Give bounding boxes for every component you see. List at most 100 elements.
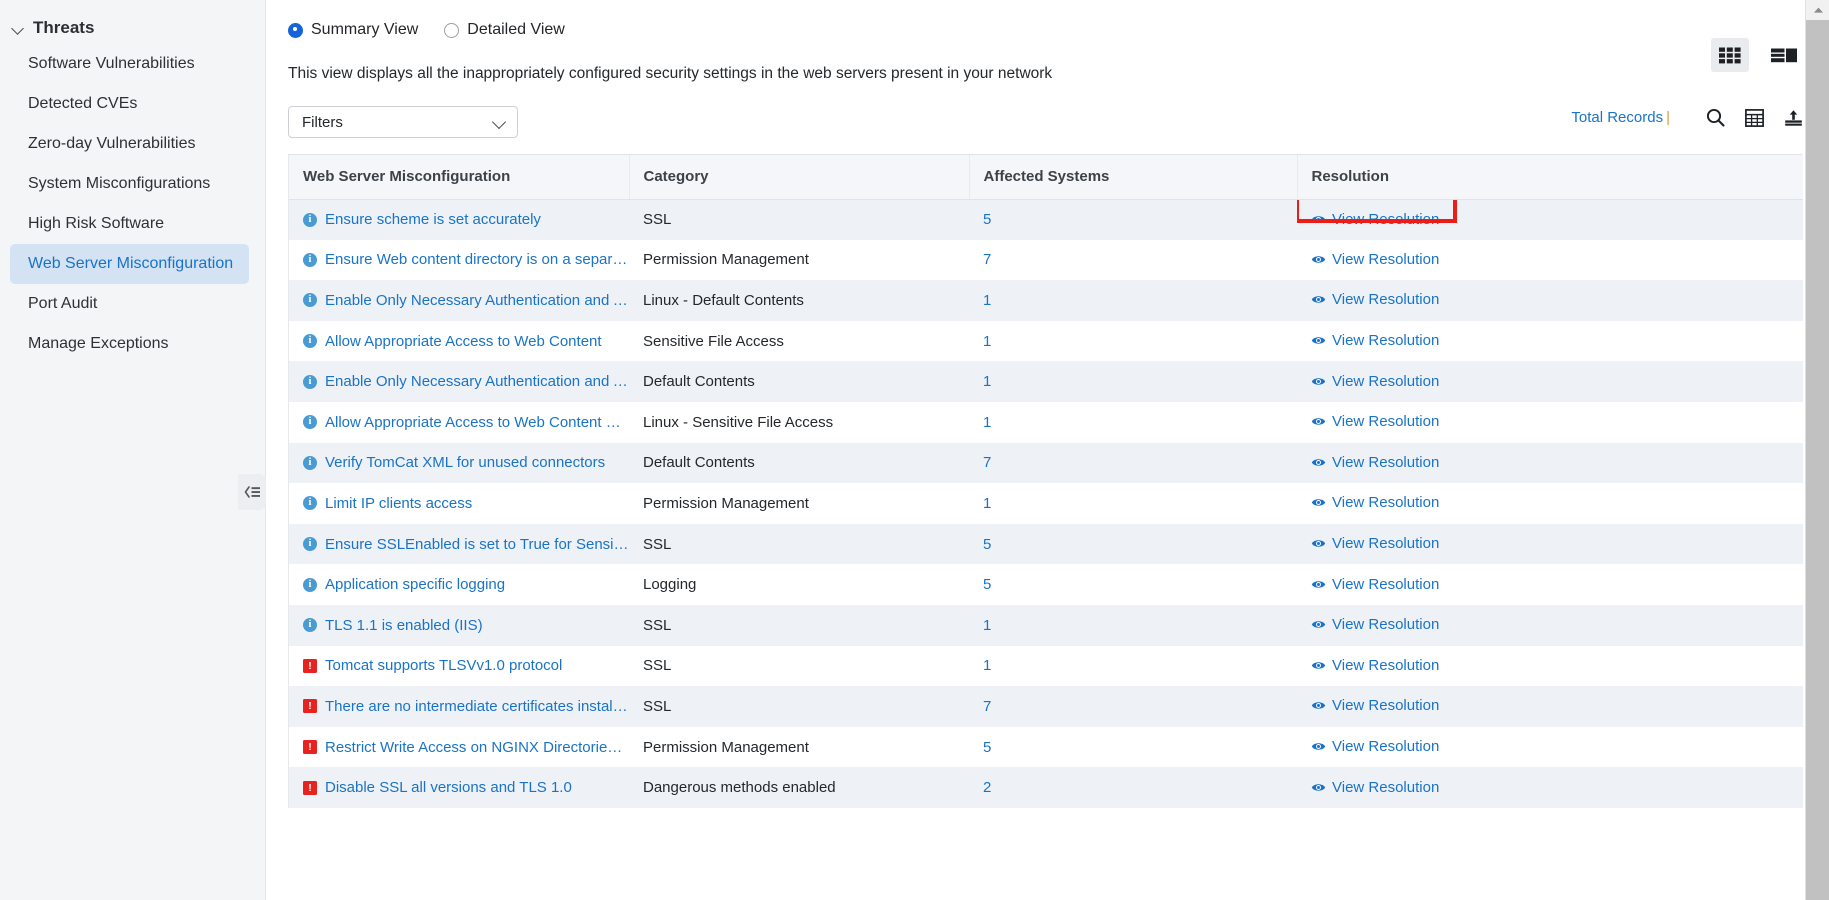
affected-systems-link[interactable]: 5 — [983, 535, 992, 553]
page-scrollbar[interactable] — [1805, 0, 1829, 900]
sidebar-group-threats[interactable]: Threats — [0, 12, 265, 44]
view-resolution-link[interactable]: View Resolution — [1311, 454, 1439, 471]
affected-systems-link[interactable]: 5 — [983, 738, 992, 756]
cell-category: Permission Management — [643, 738, 809, 756]
table-row[interactable]: i Allow Appropriate Access to Web Content… — [289, 320, 1803, 362]
affected-systems-link[interactable]: 1 — [983, 332, 992, 350]
misconfiguration-link[interactable]: i TLS 1.1 is enabled (IIS) — [303, 617, 629, 634]
records-separator: | — [1666, 109, 1670, 126]
affected-systems-link[interactable]: 5 — [983, 576, 992, 594]
split-view-button[interactable] — [1765, 38, 1803, 72]
sidebar-item-high-risk-software[interactable]: High Risk Software — [28, 215, 165, 232]
misconfiguration-link[interactable]: ! There are no intermediate certificates … — [303, 698, 629, 715]
sidebar-item-system-misconfigurations[interactable]: System Misconfigurations — [28, 175, 211, 192]
column-header-category[interactable]: Category — [629, 155, 970, 200]
column-header-affected-systems[interactable]: Affected Systems — [969, 155, 1298, 200]
total-records-link[interactable]: Total Records — [1571, 109, 1664, 126]
misconfiguration-link[interactable]: ! Tomcat supports TLSVv1.0 protocol — [303, 657, 629, 674]
view-resolution-link[interactable]: View Resolution — [1311, 779, 1439, 796]
radio-detailed-view[interactable]: Detailed View — [444, 21, 565, 39]
table-row[interactable]: i Enable Only Necessary Authentication an… — [289, 361, 1803, 402]
table-row[interactable]: ! Disable SSL all versions and TLS 1.0 Dan… — [289, 767, 1803, 808]
sidebar-item-port-audit[interactable]: Port Audit — [28, 295, 98, 312]
misconfiguration-link[interactable]: i Application specific logging — [303, 576, 629, 593]
column-header-resolution[interactable]: Resolution — [1297, 155, 1803, 200]
misconfiguration-link[interactable]: i Allow Appropriate Access to Web Content — [303, 333, 629, 350]
view-resolution-link[interactable]: View Resolution — [1311, 576, 1439, 593]
sidebar: Threats Software Vulnerabilities Detecte… — [0, 0, 266, 900]
misconfiguration-link[interactable]: i Enable Only Necessary Authentication an… — [303, 373, 629, 390]
view-resolution-link[interactable]: View Resolution — [1311, 251, 1439, 268]
view-mode-radio-group: Summary View Detailed View — [288, 14, 1797, 44]
table-row[interactable]: i TLS 1.1 is enabled (IIS) SSL 1 View Resolu… — [289, 604, 1803, 646]
table-row[interactable]: i Verify TomCat XML for unused connectors… — [289, 442, 1803, 484]
info-icon: i — [303, 577, 317, 592]
view-resolution-link[interactable]: View Resolution — [1311, 291, 1439, 308]
table-row[interactable]: i Ensure Web content directory is on a se… — [289, 239, 1803, 281]
chevron-up-icon — [1813, 7, 1823, 13]
sidebar-item-detected-cves[interactable]: Detected CVEs — [28, 95, 138, 112]
radio-summary-view[interactable]: Summary View — [288, 21, 418, 39]
misconfiguration-label: Restrict Write Access on NGINX Directori… — [325, 738, 629, 756]
scrollbar-thumb[interactable] — [1806, 20, 1829, 900]
view-resolution-link[interactable]: View Resolution — [1311, 535, 1439, 552]
view-resolution-link[interactable]: View Resolution — [1311, 616, 1439, 633]
filters-dropdown[interactable]: Filters — [288, 106, 518, 138]
affected-systems-link[interactable]: 1 — [983, 494, 992, 512]
misconfiguration-link[interactable]: i Ensure scheme is set accurately — [303, 211, 629, 228]
affected-systems-link[interactable]: 1 — [983, 616, 992, 634]
affected-systems-link[interactable]: 1 — [983, 657, 992, 675]
table-row[interactable]: i Allow Appropriate Access to Web Content… — [289, 401, 1803, 443]
collapse-sidebar-button[interactable] — [238, 474, 266, 510]
page-description: This view displays all the inappropriate… — [288, 65, 1053, 82]
critical-alert-icon: ! — [303, 699, 317, 714]
column-settings-button[interactable] — [1745, 108, 1764, 127]
cell-affected-systems: 7 — [969, 240, 1297, 281]
table-row[interactable]: ! There are no intermediate certificates … — [289, 686, 1803, 727]
view-resolution-link[interactable]: View Resolution — [1311, 413, 1439, 430]
affected-systems-link[interactable]: 2 — [983, 779, 992, 797]
table-row[interactable]: i Ensure scheme is set accurately SSL 5 View… — [289, 199, 1803, 240]
table-row[interactable]: i Limit IP clients access Permission Manag… — [289, 483, 1803, 524]
misconfiguration-link[interactable]: i Allow Appropriate Access to Web Content… — [303, 414, 629, 431]
misconfiguration-link[interactable]: ! Restrict Write Access on NGINX Director… — [303, 739, 629, 756]
view-resolution-link[interactable]: View Resolution — [1311, 697, 1439, 714]
affected-systems-link[interactable]: 7 — [983, 697, 992, 715]
view-resolution-link[interactable]: View Resolution — [1311, 738, 1439, 755]
column-header-misconfiguration[interactable]: Web Server Misconfiguration — [289, 155, 630, 200]
search-button[interactable] — [1706, 108, 1725, 127]
affected-systems-link[interactable]: 5 — [983, 211, 992, 229]
view-resolution-label: View Resolution — [1332, 778, 1440, 796]
table-row[interactable]: ! Restrict Write Access on NGINX Director… — [289, 726, 1803, 768]
grid-view-button[interactable] — [1711, 38, 1749, 72]
scroll-up-button[interactable] — [1806, 0, 1829, 20]
misconfiguration-link[interactable]: i Enable Only Necessary Authentication an… — [303, 292, 629, 309]
view-resolution-link[interactable]: View Resolution — [1311, 373, 1439, 390]
table-row[interactable]: i Application specific logging Logging 5 Vie… — [289, 564, 1803, 605]
table-row[interactable]: i Enable Only Necessary Authentication an… — [289, 280, 1803, 321]
sidebar-item-software-vulnerabilities[interactable]: Software Vulnerabilities — [28, 55, 195, 72]
affected-systems-link[interactable]: 1 — [983, 413, 992, 431]
misconfiguration-link[interactable]: i Ensure SSLEnabled is set to True for Se… — [303, 536, 629, 553]
misconfiguration-link[interactable]: i Limit IP clients access — [303, 495, 629, 512]
affected-systems-link[interactable]: 1 — [983, 291, 992, 309]
affected-systems-link[interactable]: 1 — [983, 373, 992, 391]
misconfiguration-link[interactable]: ! Disable SSL all versions and TLS 1.0 — [303, 779, 629, 796]
split-view-icon — [1771, 48, 1797, 62]
cell-misconfiguration: ! There are no intermediate certificates … — [289, 686, 629, 727]
table-row[interactable]: ! Tomcat supports TLSVv1.0 protocol SSL 1 Vi… — [289, 645, 1803, 687]
view-resolution-link[interactable]: View Resolution — [1311, 494, 1439, 511]
view-resolution-link[interactable]: View Resolution — [1311, 657, 1439, 674]
sidebar-item-manage-exceptions[interactable]: Manage Exceptions — [28, 335, 169, 352]
sidebar-item-zero-day-vulnerabilities[interactable]: Zero-day Vulnerabilities — [28, 135, 196, 152]
view-resolution-link[interactable]: View Resolution — [1311, 211, 1439, 228]
misconfiguration-link[interactable]: i Ensure Web content directory is on a se… — [303, 251, 629, 268]
sidebar-item-web-server-misconfiguration[interactable]: Web Server Misconfiguration — [10, 244, 249, 284]
table-row[interactable]: i Ensure SSLEnabled is set to True for Se… — [289, 523, 1803, 565]
export-button[interactable] — [1784, 109, 1803, 127]
affected-systems-link[interactable]: 7 — [983, 454, 992, 472]
view-resolution-link[interactable]: View Resolution — [1311, 332, 1439, 349]
misconfiguration-link[interactable]: i Verify TomCat XML for unused connectors — [303, 454, 629, 471]
cell-resolution: View Resolution — [1297, 727, 1803, 768]
affected-systems-link[interactable]: 7 — [983, 251, 992, 269]
